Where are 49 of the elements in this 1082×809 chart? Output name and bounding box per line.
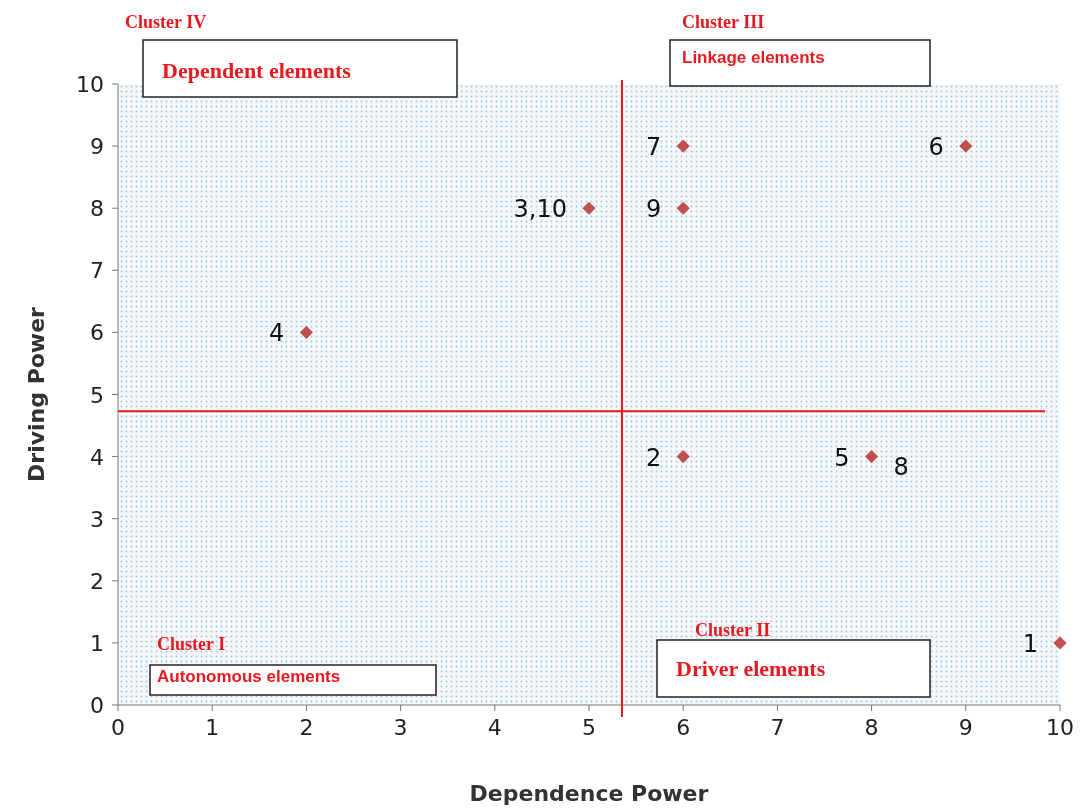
x-tick-label: 4 [487, 715, 502, 740]
text: Linkage elements [682, 48, 825, 67]
annotation: 7 [645, 133, 662, 162]
text: Dependent elements [162, 58, 352, 83]
annotation: Driver elements [676, 656, 826, 681]
point [676, 201, 690, 215]
y-tick-label: 4 [90, 444, 104, 470]
point [1053, 636, 1067, 650]
point [299, 325, 313, 339]
annotation: 9 [645, 195, 662, 224]
y-tick-label: 9 [90, 134, 104, 160]
annotation: 6 [928, 133, 944, 162]
x-tick-label: 2 [299, 715, 314, 740]
text: Cluster IV [125, 12, 207, 32]
annotation: 8 [893, 452, 909, 481]
point [676, 139, 690, 153]
x-tick-label: 8 [864, 715, 879, 740]
x-tick-label: 7 [770, 715, 785, 740]
annotation: 4 [269, 319, 285, 348]
annotation: 2 [645, 443, 662, 472]
x-tick-label: 10 [1046, 715, 1074, 740]
point [582, 201, 596, 215]
y-tick-label: 10 [76, 72, 104, 97]
point [959, 139, 973, 153]
x-tick-label: 9 [958, 715, 973, 740]
annotation: Cluster I [157, 634, 226, 654]
annotation: Cluster II [695, 620, 771, 640]
annotation: Autonomous elements [157, 667, 341, 686]
y-axis-title: Driving Power [24, 306, 49, 482]
y-tick-label: 5 [90, 382, 104, 408]
point [676, 450, 690, 464]
text: Cluster III [682, 12, 765, 32]
x-tick-label: 0 [111, 715, 125, 740]
annotation: 1 [1022, 629, 1038, 658]
annotation: 3,10 [513, 195, 567, 224]
y-tick-label: 0 [90, 693, 104, 718]
x-tick-label: 5 [582, 715, 596, 740]
x-tick-label: 6 [676, 715, 691, 740]
y-tick-label: 1 [90, 630, 104, 656]
y-tick-label: 6 [90, 320, 104, 346]
point [865, 450, 879, 464]
y-tick-label: 7 [90, 258, 104, 284]
x-axis-title: Dependence Power [469, 781, 709, 806]
y-tick-label: 2 [90, 568, 104, 594]
y-tick-label: 8 [90, 196, 104, 222]
x-tick-label: 1 [205, 715, 220, 740]
x-tick-label: 3 [393, 715, 408, 740]
y-tick-label: 3 [90, 506, 104, 532]
annotation: 5 [834, 443, 850, 472]
